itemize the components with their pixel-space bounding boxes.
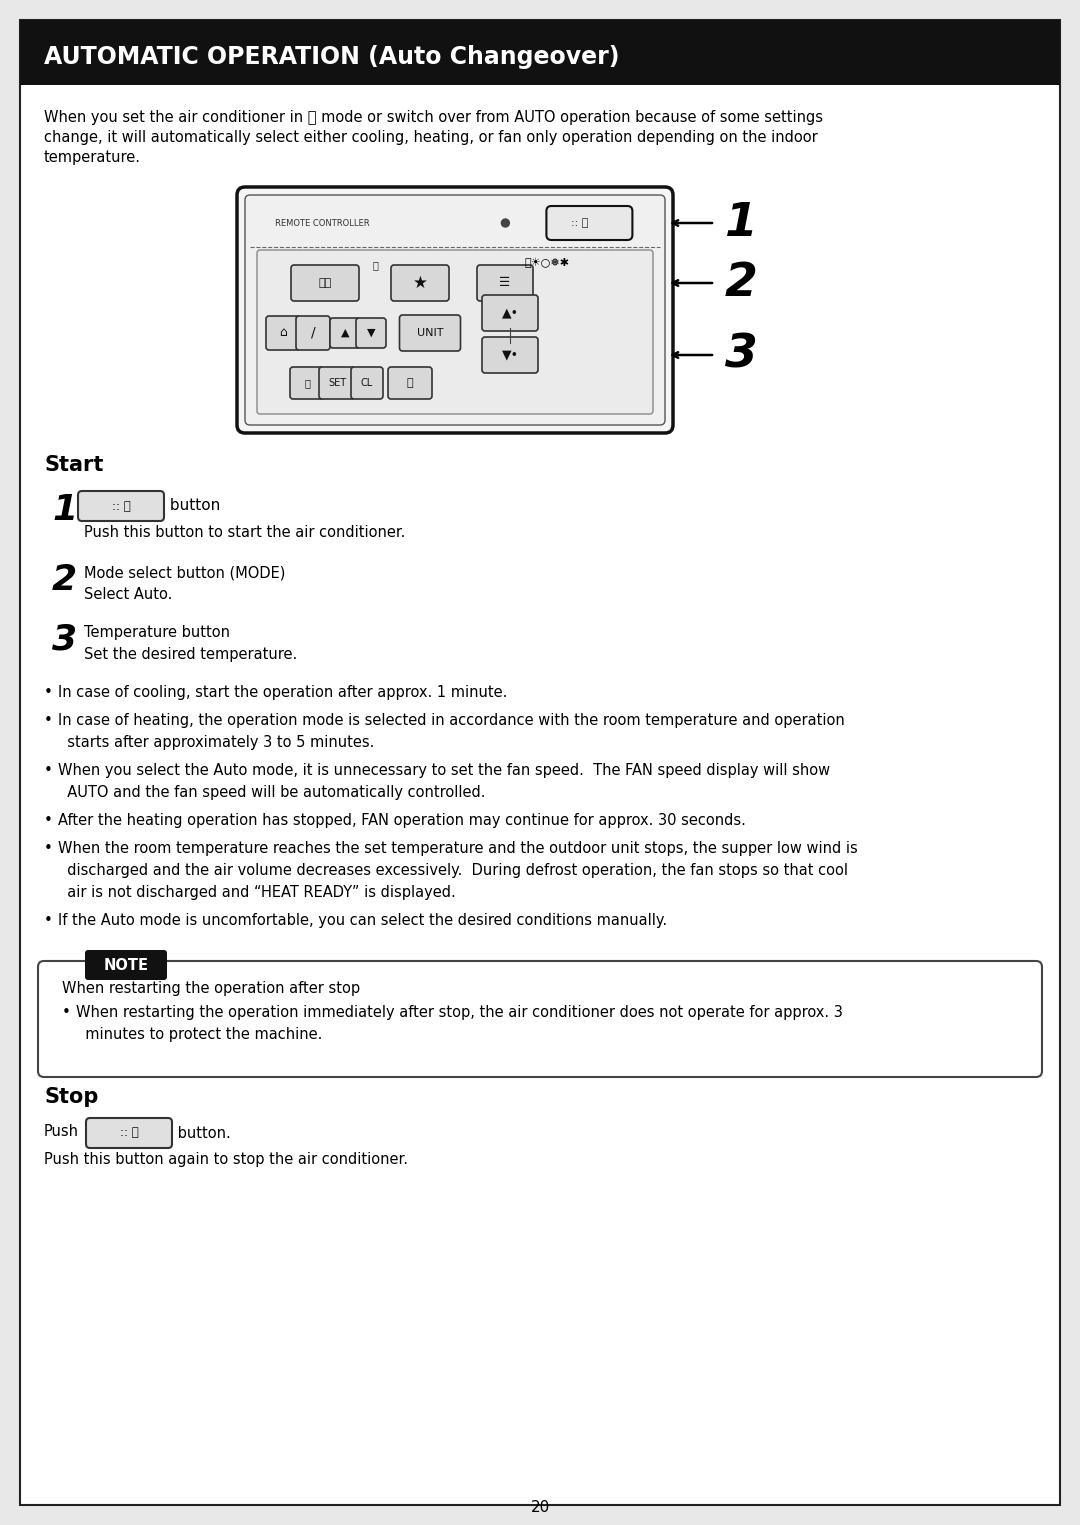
Text: •: • xyxy=(44,714,53,727)
Text: ▲: ▲ xyxy=(341,328,349,339)
Text: 2: 2 xyxy=(52,563,77,596)
FancyBboxPatch shape xyxy=(21,20,1059,85)
FancyBboxPatch shape xyxy=(356,319,386,348)
Text: AUTOMATIC OPERATION (Auto Changeover): AUTOMATIC OPERATION (Auto Changeover) xyxy=(44,46,620,69)
Text: ▼: ▼ xyxy=(367,328,375,339)
Text: Mode select button (MODE): Mode select button (MODE) xyxy=(84,564,285,580)
Text: •: • xyxy=(44,685,53,700)
Text: 2: 2 xyxy=(725,261,758,305)
Text: minutes to protect the machine.: minutes to protect the machine. xyxy=(76,1026,322,1042)
Text: 1: 1 xyxy=(725,200,758,246)
Text: Select Auto.: Select Auto. xyxy=(84,587,173,602)
Text: 20: 20 xyxy=(530,1501,550,1516)
Text: NOTE: NOTE xyxy=(104,958,149,973)
FancyBboxPatch shape xyxy=(257,250,653,413)
FancyBboxPatch shape xyxy=(245,195,665,425)
Circle shape xyxy=(501,220,510,227)
FancyBboxPatch shape xyxy=(482,337,538,374)
Text: REMOTE CONTROLLER: REMOTE CONTROLLER xyxy=(275,218,369,227)
FancyBboxPatch shape xyxy=(86,1118,172,1148)
Text: CL: CL xyxy=(361,378,373,387)
Text: temperature.: temperature. xyxy=(44,149,141,165)
FancyBboxPatch shape xyxy=(21,20,1059,1505)
Text: •: • xyxy=(44,840,53,856)
Text: Ⓐ☀○❅✱: Ⓐ☀○❅✱ xyxy=(525,258,570,268)
Text: ⏰: ⏰ xyxy=(373,259,378,270)
Text: •: • xyxy=(44,762,53,778)
Text: :: ⏻: :: ⏻ xyxy=(570,218,589,229)
Text: In case of heating, the operation mode is selected in accordance with the room t: In case of heating, the operation mode i… xyxy=(58,714,845,727)
FancyBboxPatch shape xyxy=(291,368,324,400)
Text: :: ⏻: :: ⏻ xyxy=(120,1127,138,1139)
Text: When the room temperature reaches the set temperature and the outdoor unit stops: When the room temperature reaches the se… xyxy=(58,840,858,856)
Text: When restarting the operation after stop: When restarting the operation after stop xyxy=(62,981,360,996)
Text: ★: ★ xyxy=(413,274,428,291)
FancyBboxPatch shape xyxy=(319,368,355,400)
Text: •: • xyxy=(62,1005,71,1020)
FancyBboxPatch shape xyxy=(477,265,534,300)
Text: In case of cooling, start the operation after approx. 1 minute.: In case of cooling, start the operation … xyxy=(58,685,508,700)
Text: Push this button to start the air conditioner.: Push this button to start the air condit… xyxy=(84,525,405,540)
FancyBboxPatch shape xyxy=(388,368,432,400)
Text: Temperature button: Temperature button xyxy=(84,625,230,640)
FancyBboxPatch shape xyxy=(38,961,1042,1077)
FancyBboxPatch shape xyxy=(400,316,460,351)
Text: Start: Start xyxy=(44,454,104,474)
Text: Stop: Stop xyxy=(44,1087,98,1107)
FancyBboxPatch shape xyxy=(266,316,300,351)
Text: ☰: ☰ xyxy=(499,276,511,290)
Text: ▲•: ▲• xyxy=(501,307,518,320)
Text: After the heating operation has stopped, FAN operation may continue for approx. : After the heating operation has stopped,… xyxy=(58,813,746,828)
Text: button: button xyxy=(165,497,220,512)
Text: SET: SET xyxy=(328,378,346,387)
Text: Push this button again to stop the air conditioner.: Push this button again to stop the air c… xyxy=(44,1151,408,1167)
Text: change, it will automatically select either cooling, heating, or fan only operat: change, it will automatically select eit… xyxy=(44,130,818,145)
Text: starts after approximately 3 to 5 minutes.: starts after approximately 3 to 5 minute… xyxy=(58,735,375,750)
Text: 3: 3 xyxy=(52,624,77,657)
Text: AUTO and the fan speed will be automatically controlled.: AUTO and the fan speed will be automatic… xyxy=(58,785,486,801)
Text: Set the desired temperature.: Set the desired temperature. xyxy=(84,647,297,662)
FancyBboxPatch shape xyxy=(546,206,633,239)
Text: If the Auto mode is uncomfortable, you can select the desired conditions manuall: If the Auto mode is uncomfortable, you c… xyxy=(58,913,667,929)
FancyBboxPatch shape xyxy=(78,491,164,522)
Text: When restarting the operation immediately after stop, the air conditioner does n: When restarting the operation immediatel… xyxy=(76,1005,842,1020)
FancyBboxPatch shape xyxy=(296,316,330,351)
Text: 3: 3 xyxy=(725,332,758,378)
FancyBboxPatch shape xyxy=(237,188,673,433)
Text: button.: button. xyxy=(173,1127,231,1142)
Text: When you set the air conditioner in Ⓐ mode or switch over from AUTO operation be: When you set the air conditioner in Ⓐ mo… xyxy=(44,110,823,125)
Text: ▼•: ▼• xyxy=(501,349,518,361)
Text: ⎕: ⎕ xyxy=(305,378,310,387)
Text: ⌂: ⌂ xyxy=(279,326,287,340)
Text: Push: Push xyxy=(44,1124,79,1139)
Text: 1: 1 xyxy=(52,493,77,528)
Text: air is not discharged and “HEAT READY” is displayed.: air is not discharged and “HEAT READY” i… xyxy=(58,884,456,900)
Text: •: • xyxy=(44,813,53,828)
Text: discharged and the air volume decreases excessively.  During defrost operation, : discharged and the air volume decreases … xyxy=(58,863,848,878)
Text: ⏲⏻: ⏲⏻ xyxy=(319,278,332,288)
FancyBboxPatch shape xyxy=(391,265,449,300)
FancyBboxPatch shape xyxy=(482,294,538,331)
FancyBboxPatch shape xyxy=(291,265,359,300)
Text: /: / xyxy=(311,326,315,340)
FancyBboxPatch shape xyxy=(330,319,360,348)
Text: When you select the Auto mode, it is unnecessary to set the fan speed.  The FAN : When you select the Auto mode, it is unn… xyxy=(58,762,831,778)
FancyBboxPatch shape xyxy=(351,368,383,400)
Text: UNIT: UNIT xyxy=(417,328,443,339)
Text: :: ⏻: :: ⏻ xyxy=(111,500,131,512)
Text: ⌛: ⌛ xyxy=(407,378,414,387)
Text: •: • xyxy=(44,913,53,929)
FancyBboxPatch shape xyxy=(85,950,167,981)
